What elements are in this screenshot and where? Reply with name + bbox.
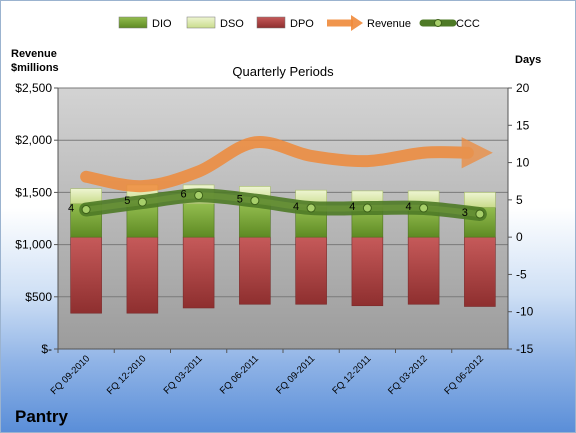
bar-dio <box>239 203 271 238</box>
legend-label: Revenue <box>367 18 411 30</box>
left-tick-label: $2,000 <box>15 133 52 147</box>
legend-label: DPO <box>290 18 314 30</box>
bar-dio <box>182 203 215 238</box>
bar-dpo <box>182 236 215 309</box>
left-axis-title-line2: $millions <box>11 62 59 74</box>
bar-dpo <box>407 236 440 305</box>
ccc-data-label: 4 <box>68 203 74 215</box>
ccc-data-label: 5 <box>124 195 130 207</box>
lines-layer: 4 5 6 5 4 4 4 3 <box>68 135 493 222</box>
left-tick-label: $1,000 <box>15 238 52 252</box>
left-tick-label: $1,500 <box>15 185 52 199</box>
category-label: FQ 09-2010 <box>49 353 93 397</box>
left-axis-title-line1: Revenue <box>11 48 57 60</box>
right-tick-label: 15 <box>516 118 530 132</box>
category-label: FQ 12-2011 <box>330 353 373 396</box>
ccc-point <box>475 209 485 219</box>
legend-label: DSO <box>220 18 244 30</box>
legend-swatch <box>118 16 148 29</box>
left-tick-label: $2,500 <box>15 81 52 95</box>
ccc-data-label: 6 <box>181 188 187 200</box>
ccc-data-label: 4 <box>349 201 355 213</box>
legend-label: CCC <box>456 18 480 30</box>
category-label: FQ 12-2010 <box>105 353 149 397</box>
ccc-line-highlight <box>83 192 483 218</box>
ccc-data-label: 4 <box>293 201 299 213</box>
right-tick-label: -15 <box>516 342 534 356</box>
ccc-data-label: 5 <box>237 194 243 206</box>
right-tick-label: 5 <box>516 193 523 207</box>
plot-area <box>58 88 508 349</box>
right-axis-title: Days <box>515 54 541 66</box>
left-tick-label: $500 <box>25 290 52 304</box>
bar-dpo <box>351 236 384 307</box>
category-label: FQ 09-2011 <box>274 353 317 396</box>
bar-dpo <box>464 236 496 307</box>
bar-dpo <box>239 236 271 305</box>
bar-dpo <box>295 236 327 305</box>
legend: DIO DSO DPO Revenue CCC <box>118 15 480 31</box>
right-tick-label: -5 <box>516 267 527 281</box>
legend-label: DIO <box>152 18 172 30</box>
category-label: FQ 03-2011 <box>162 353 205 396</box>
legend-swatch-marker <box>434 19 442 27</box>
ccc-data-label: 3 <box>462 207 468 219</box>
ccc-point <box>194 190 204 200</box>
ccc-point <box>362 203 372 213</box>
ccc-point <box>306 203 316 213</box>
category-label: FQ 06-2012 <box>442 353 486 397</box>
ccc-data-label: 4 <box>406 201 412 213</box>
right-tick-label: 20 <box>516 81 530 95</box>
category-label: FQ 03-2012 <box>386 353 430 397</box>
ccc-point <box>81 205 91 215</box>
legend-swatch <box>186 16 216 29</box>
category-label: FQ 06-2011 <box>218 353 261 396</box>
company-name: Pantry <box>15 407 68 426</box>
chart-title: Quarterly Periods <box>232 64 334 79</box>
legend-swatch <box>256 16 286 29</box>
ccc-point <box>250 196 260 206</box>
legend-swatch-arrow <box>351 15 363 31</box>
right-tick-label: 0 <box>516 230 523 244</box>
revenue-line <box>80 135 493 193</box>
left-tick-label: $- <box>41 342 52 356</box>
bar-dso <box>464 192 496 208</box>
ccc-point <box>137 197 147 207</box>
ccc-point <box>419 203 429 213</box>
right-tick-label: -10 <box>516 305 534 319</box>
right-tick-label: 10 <box>516 156 530 170</box>
bar-dpo <box>126 236 159 314</box>
bar-dpo <box>70 236 102 314</box>
